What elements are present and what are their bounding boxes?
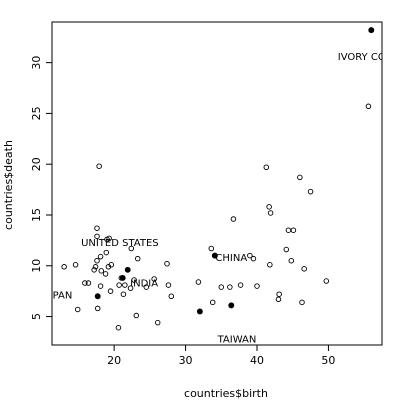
- y-tick-label: 10: [30, 259, 43, 273]
- annotation-label: TAIWAN: [217, 334, 257, 345]
- data-point-open: [122, 282, 128, 288]
- data-point-filled: [119, 275, 126, 281]
- annotation-label: HONG KONG: [159, 344, 222, 355]
- data-point-open: [85, 280, 92, 286]
- data-point-open: [116, 282, 122, 288]
- data-point-open: [92, 264, 99, 270]
- data-point-open: [209, 299, 216, 306]
- data-point-open: [288, 257, 295, 264]
- data-point-filled: [211, 252, 218, 259]
- data-point-open: [74, 306, 81, 313]
- data-point-open: [267, 210, 274, 216]
- data-point-open: [247, 252, 253, 259]
- data-point-open: [131, 277, 137, 283]
- point-annotations: IVORY COAST UNITED STATES CHINA INDIA JAPAN T…: [42, 52, 400, 355]
- x-tick-label: 30: [179, 354, 193, 367]
- data-point-open: [94, 305, 101, 312]
- data-point-open: [127, 285, 134, 291]
- y-axis: 5 10 15 20 25 30: [30, 56, 52, 320]
- data-point-open: [103, 249, 110, 256]
- data-point-open: [164, 260, 170, 267]
- data-point-open: [108, 262, 115, 268]
- data-point-open: [218, 284, 225, 290]
- data-point-open: [133, 312, 140, 319]
- data-point-open: [168, 293, 175, 299]
- data-point-open: [266, 204, 272, 210]
- annotation-label: IVORY COAST: [338, 52, 400, 63]
- data-point-open: [97, 253, 104, 260]
- data-point-open: [120, 291, 127, 297]
- y-tick-label: 5: [30, 313, 43, 320]
- data-point-open: [106, 235, 112, 242]
- x-tick-label: 50: [321, 354, 335, 367]
- y-tick-label: 20: [30, 157, 43, 171]
- data-point-open: [91, 267, 97, 273]
- y-tick-label: 25: [30, 106, 43, 120]
- data-point-filled: [124, 266, 131, 273]
- plot-frame: [51, 21, 383, 346]
- data-point-open: [307, 188, 314, 195]
- data-point-open: [237, 282, 244, 288]
- data-point-open: [283, 246, 290, 253]
- x-axis: 20 30 40 50: [107, 345, 335, 367]
- data-point-open: [275, 296, 282, 303]
- data-point-filled: [368, 27, 375, 34]
- data-point-open: [301, 266, 307, 272]
- data-point-open: [254, 283, 260, 289]
- x-axis-title: countries$birth: [184, 387, 268, 400]
- data-point-open: [290, 227, 297, 233]
- y-axis-title: countries$death: [2, 140, 15, 230]
- data-point-open: [154, 319, 161, 326]
- annotation-label: CHINA: [215, 253, 247, 264]
- y-tick-label: 30: [30, 56, 43, 70]
- data-point-open: [208, 245, 215, 252]
- data-point-open: [299, 299, 305, 306]
- data-point-filled: [196, 308, 203, 315]
- x-tick-label: 40: [250, 354, 264, 367]
- data-point-open: [96, 163, 102, 169]
- data-point-open: [115, 324, 122, 331]
- data-point-open: [94, 233, 100, 240]
- data-point-open: [72, 262, 79, 268]
- data-point-open: [267, 262, 273, 268]
- x-tick-label: 20: [107, 354, 121, 367]
- data-point-open: [134, 255, 141, 262]
- data-point-open: [365, 103, 372, 110]
- data-point-open: [107, 288, 114, 294]
- data-point-open: [61, 264, 67, 270]
- y-tick-label: 15: [30, 208, 43, 222]
- data-point-open: [97, 283, 104, 289]
- data-point-open: [263, 164, 270, 170]
- data-point-open: [143, 284, 150, 290]
- data-point-open: [195, 279, 202, 285]
- data-point-open: [128, 245, 135, 252]
- data-point-open: [297, 174, 303, 181]
- data-point-open: [250, 255, 257, 262]
- annotation-label: JAPAN: [42, 291, 72, 302]
- data-point-open: [94, 225, 100, 231]
- data-point-open: [323, 278, 330, 284]
- data-points: [61, 27, 375, 331]
- data-point-open: [151, 276, 157, 282]
- data-point-open: [165, 282, 172, 288]
- data-point-filled: [228, 302, 235, 309]
- data-point-open: [276, 291, 282, 297]
- data-point-open: [230, 216, 237, 222]
- data-point-filled: [94, 293, 101, 300]
- data-point-open: [285, 227, 292, 233]
- plot-border: [51, 21, 383, 346]
- data-point-open: [94, 257, 100, 264]
- data-point-open: [102, 271, 109, 277]
- data-point-open: [227, 284, 233, 290]
- annotation-label: INDIA: [130, 279, 158, 290]
- annotation-label: UNITED STATES: [81, 238, 159, 249]
- data-point-open: [98, 268, 105, 274]
- data-point-open: [82, 280, 88, 286]
